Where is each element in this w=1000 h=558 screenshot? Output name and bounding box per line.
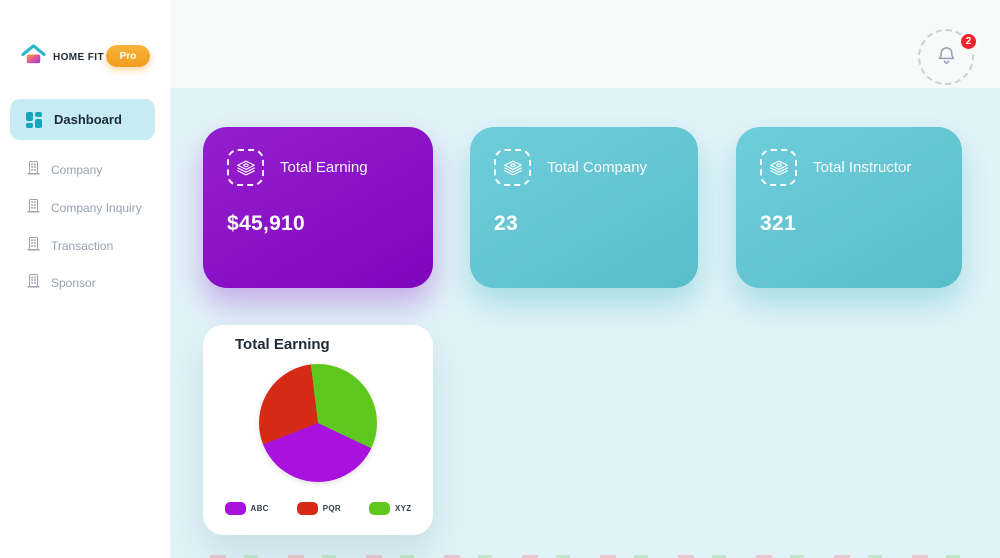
sidebar-item-company-inquiry[interactable]: Company Inquiry: [10, 193, 160, 223]
building-icon: [26, 235, 41, 257]
pie-chart: [259, 364, 377, 482]
stat-value: 321: [760, 212, 796, 235]
sidebar-item-dashboard[interactable]: Dashboard: [10, 99, 155, 140]
legend-item: ABC: [224, 502, 269, 515]
chart-legend: ABC PQR XYZ: [203, 502, 433, 515]
legend-label: ABC: [250, 504, 269, 513]
legend-label: PQR: [322, 504, 341, 513]
legend-item: PQR: [296, 502, 341, 515]
chart-title: Total Earning: [235, 336, 330, 353]
pro-badge: Pro: [106, 45, 150, 67]
stat-label: Total Instructor: [813, 159, 912, 176]
top-header: 2: [170, 0, 1000, 88]
sidebar-item-transaction[interactable]: Transaction: [10, 231, 160, 261]
legend-swatch-pqr: [296, 502, 318, 515]
stat-card-total-company: Total Company 23: [470, 127, 698, 288]
legend-item: XYZ: [369, 502, 411, 515]
stat-card-total-earning: Total Earning $45,910: [203, 127, 433, 288]
sidebar-item-company[interactable]: Company: [10, 155, 160, 185]
home-fit-logo-icon: [20, 42, 47, 72]
stat-value: 23: [494, 212, 518, 235]
earning-chart-card: Total Earning ABC PQR XYZ: [203, 325, 433, 535]
sidebar-item-sponsor[interactable]: Sponsor: [10, 268, 160, 298]
sidebar-item-label: Dashboard: [54, 112, 122, 127]
legend-swatch-abc: [224, 502, 246, 515]
brand-logo[interactable]: HOME FIT: [20, 42, 104, 72]
legend-swatch-xyz: [369, 502, 390, 515]
stat-label: Total Company: [547, 159, 648, 176]
bell-icon: [935, 44, 958, 70]
money-stack-icon: [494, 149, 531, 186]
money-stack-icon: [227, 149, 264, 186]
stat-card-total-instructor: Total Instructor 321: [736, 127, 962, 288]
sidebar-item-label: Sponsor: [51, 276, 96, 290]
sidebar: HOME FIT Pro Dashboard: [0, 0, 170, 558]
stat-label: Total Earning: [280, 159, 368, 176]
below-fold-content-hint: [210, 555, 980, 558]
notifications-button[interactable]: [918, 29, 974, 85]
building-icon: [26, 272, 41, 294]
stat-value: $45,910: [227, 212, 306, 235]
notification-count-badge: 2: [959, 32, 978, 51]
building-icon: [26, 159, 41, 181]
legend-label: XYZ: [395, 504, 412, 513]
sidebar-item-label: Company Inquiry: [51, 201, 142, 215]
building-icon: [26, 197, 41, 219]
brand-name: HOME FIT: [53, 51, 104, 63]
sidebar-item-label: Transaction: [51, 239, 114, 253]
dashboard-grid-icon: [26, 111, 42, 128]
sidebar-item-label: Company: [51, 163, 103, 177]
money-stack-icon: [760, 149, 797, 186]
